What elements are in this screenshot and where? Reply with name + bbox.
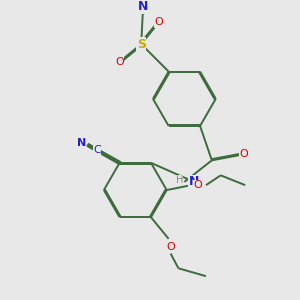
Text: H: H (176, 175, 183, 185)
Text: O: O (166, 242, 175, 252)
Text: N: N (189, 176, 200, 188)
Text: S: S (137, 38, 146, 51)
Text: O: O (154, 17, 163, 28)
Text: N: N (138, 0, 148, 13)
Text: O: O (115, 57, 124, 67)
Text: O: O (239, 149, 248, 159)
Text: N: N (77, 138, 86, 148)
Text: O: O (194, 180, 203, 190)
Text: C: C (93, 145, 101, 155)
